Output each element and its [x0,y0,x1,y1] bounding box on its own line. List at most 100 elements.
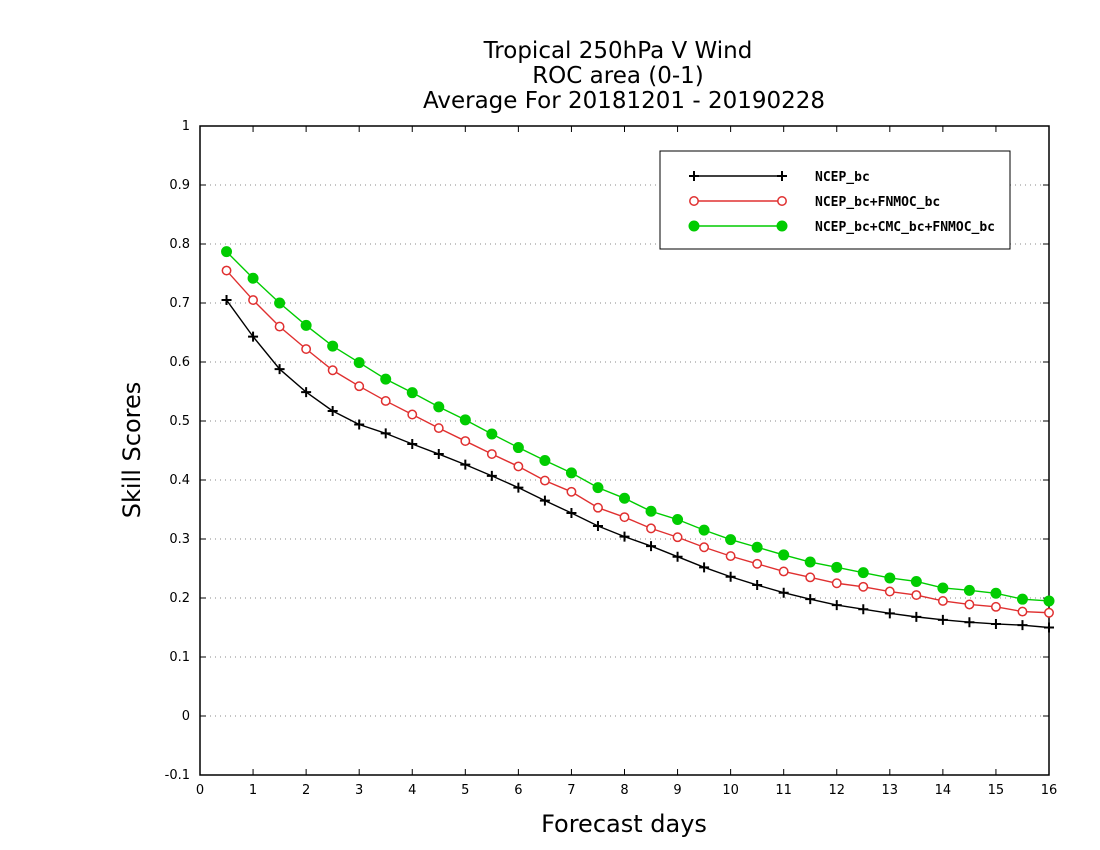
data-point [831,578,842,589]
data-point [752,580,763,591]
data-point [619,512,630,523]
data-point [565,467,577,479]
data-point [964,617,975,628]
data-point [1017,620,1028,631]
x-tick-label: 15 [988,783,1005,798]
data-point [937,614,948,625]
data-point [831,600,842,611]
data-point [910,575,922,587]
y-tick-label: 0.7 [169,296,190,311]
data-point [777,196,787,206]
x-tick-label: 13 [882,783,899,798]
data-point [380,395,391,406]
data-point [911,611,922,622]
data-point [248,331,259,342]
y-tick-label: 0.2 [169,591,190,606]
x-tick-label: 14 [935,783,952,798]
x-tick-label: 3 [355,783,363,798]
data-point [689,196,699,206]
y-tick-label: 0.4 [169,473,190,488]
data-point [566,486,577,497]
data-point [937,582,949,594]
data-point [1044,607,1054,618]
data-point [433,449,444,460]
x-tick-label: 11 [775,783,792,798]
data-point [1016,593,1028,605]
data-point [354,381,365,392]
data-point [964,599,975,610]
data-point [672,514,684,526]
data-point [406,387,418,399]
data-point [274,364,285,375]
chart-title-line-1: Tropical 250hPa V Wind [483,38,753,64]
data-point [539,475,550,486]
series-line [226,251,1050,602]
data-point [301,344,312,354]
series-plus [221,295,1054,633]
data-point [486,449,497,459]
data-point [804,556,816,568]
data-point [831,561,843,573]
data-point [990,618,1001,629]
y-tick-label: -0.1 [165,768,190,783]
data-point [858,581,869,592]
data-point [725,551,736,562]
chart-title-line-2: ROC area (0-1) [532,63,704,89]
data-point [513,482,524,493]
data-point [327,340,339,352]
data-point [699,562,710,573]
data-point [619,531,630,542]
y-tick-label: 0.3 [169,532,190,547]
data-point [778,587,789,598]
data-point [725,534,737,546]
data-point [689,171,699,181]
data-point [407,409,418,420]
series-filled-circle [221,246,1055,607]
data-point [221,265,232,276]
x-tick-label: 0 [196,783,204,798]
series-line [226,270,1050,614]
data-point [512,442,524,454]
data-point [672,532,683,543]
x-tick-label: 2 [302,783,310,798]
data-point [884,572,896,584]
y-tick-label: 0.1 [169,650,190,665]
data-point [592,521,603,532]
data-point [221,295,232,306]
data-point [327,405,338,416]
legend-label: NCEP_bc [815,170,870,185]
data-point [460,459,471,470]
data-point [513,461,524,472]
data-point [884,586,895,597]
series-line [225,299,1050,629]
legend-box [659,150,1011,250]
axis-ticks: -0.100.10.20.30.40.50.60.70.80.910 1 2 3 4 5 6… [165,119,1058,798]
data-point [539,455,551,467]
data-point [221,246,233,258]
x-tick-label: 16 [1041,783,1058,798]
data-point [990,587,1002,599]
data-point [752,558,763,569]
data-point [248,295,259,305]
data-point [1044,622,1054,633]
data-point [539,495,550,506]
x-axis-label: Forecast days [541,810,707,838]
legend-label: NCEP_bc+CMC_bc+FNMOC_bc [815,220,995,235]
data-point [353,357,365,369]
data-point [593,502,603,513]
data-point [407,439,418,450]
chart-title-line-3: Average For 20181201 - 20190228 [423,88,825,114]
data-point [1043,595,1055,607]
data-point [698,524,710,536]
data-point [327,365,338,376]
data-point [645,505,657,517]
x-tick-label: 1 [249,783,257,798]
data-point [805,572,816,583]
data-point [911,590,922,600]
y-tick-label: 0 [182,709,190,724]
x-tick-label: 8 [620,783,628,798]
data-point [433,401,445,413]
data-point [619,492,630,504]
data-point [380,373,392,385]
